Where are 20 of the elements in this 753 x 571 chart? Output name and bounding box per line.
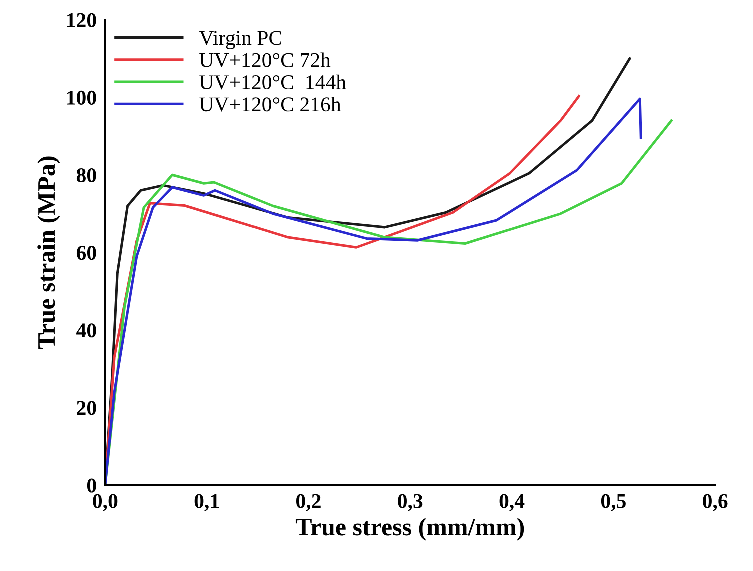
y-tick-label: 120 bbox=[68, 13, 96, 28]
x-tick-label: 0,1 bbox=[194, 494, 220, 512]
x-tick-label: 0,0 bbox=[93, 494, 118, 512]
x-tick-label: 0,6 bbox=[703, 494, 728, 512]
legend-label: Virgin PC bbox=[199, 31, 282, 50]
x-tick-label: 0,2 bbox=[296, 494, 321, 512]
y-axis-title: True strain (MPa) bbox=[38, 156, 60, 350]
x-tick-label: 0,3 bbox=[398, 494, 423, 512]
legend-label: UV+120°C 216h bbox=[200, 97, 342, 112]
legend-label: UV+120°C 144h bbox=[200, 74, 346, 90]
y-tick-label: 60 bbox=[76, 246, 96, 260]
legend-label: UV+120°C 72h bbox=[200, 52, 331, 68]
x-tick-label: 0,5 bbox=[601, 494, 626, 512]
y-tick-label: 0 bbox=[87, 478, 96, 493]
y-tick-label: 40 bbox=[76, 324, 96, 338]
x-axis-title: True stress (mm/mm) bbox=[296, 518, 524, 541]
y-tick-label: 80 bbox=[76, 168, 96, 183]
x-tick-label: 0,4 bbox=[500, 494, 525, 512]
y-tick-label: 20 bbox=[77, 401, 96, 416]
y-tick-label: 100 bbox=[68, 90, 96, 105]
